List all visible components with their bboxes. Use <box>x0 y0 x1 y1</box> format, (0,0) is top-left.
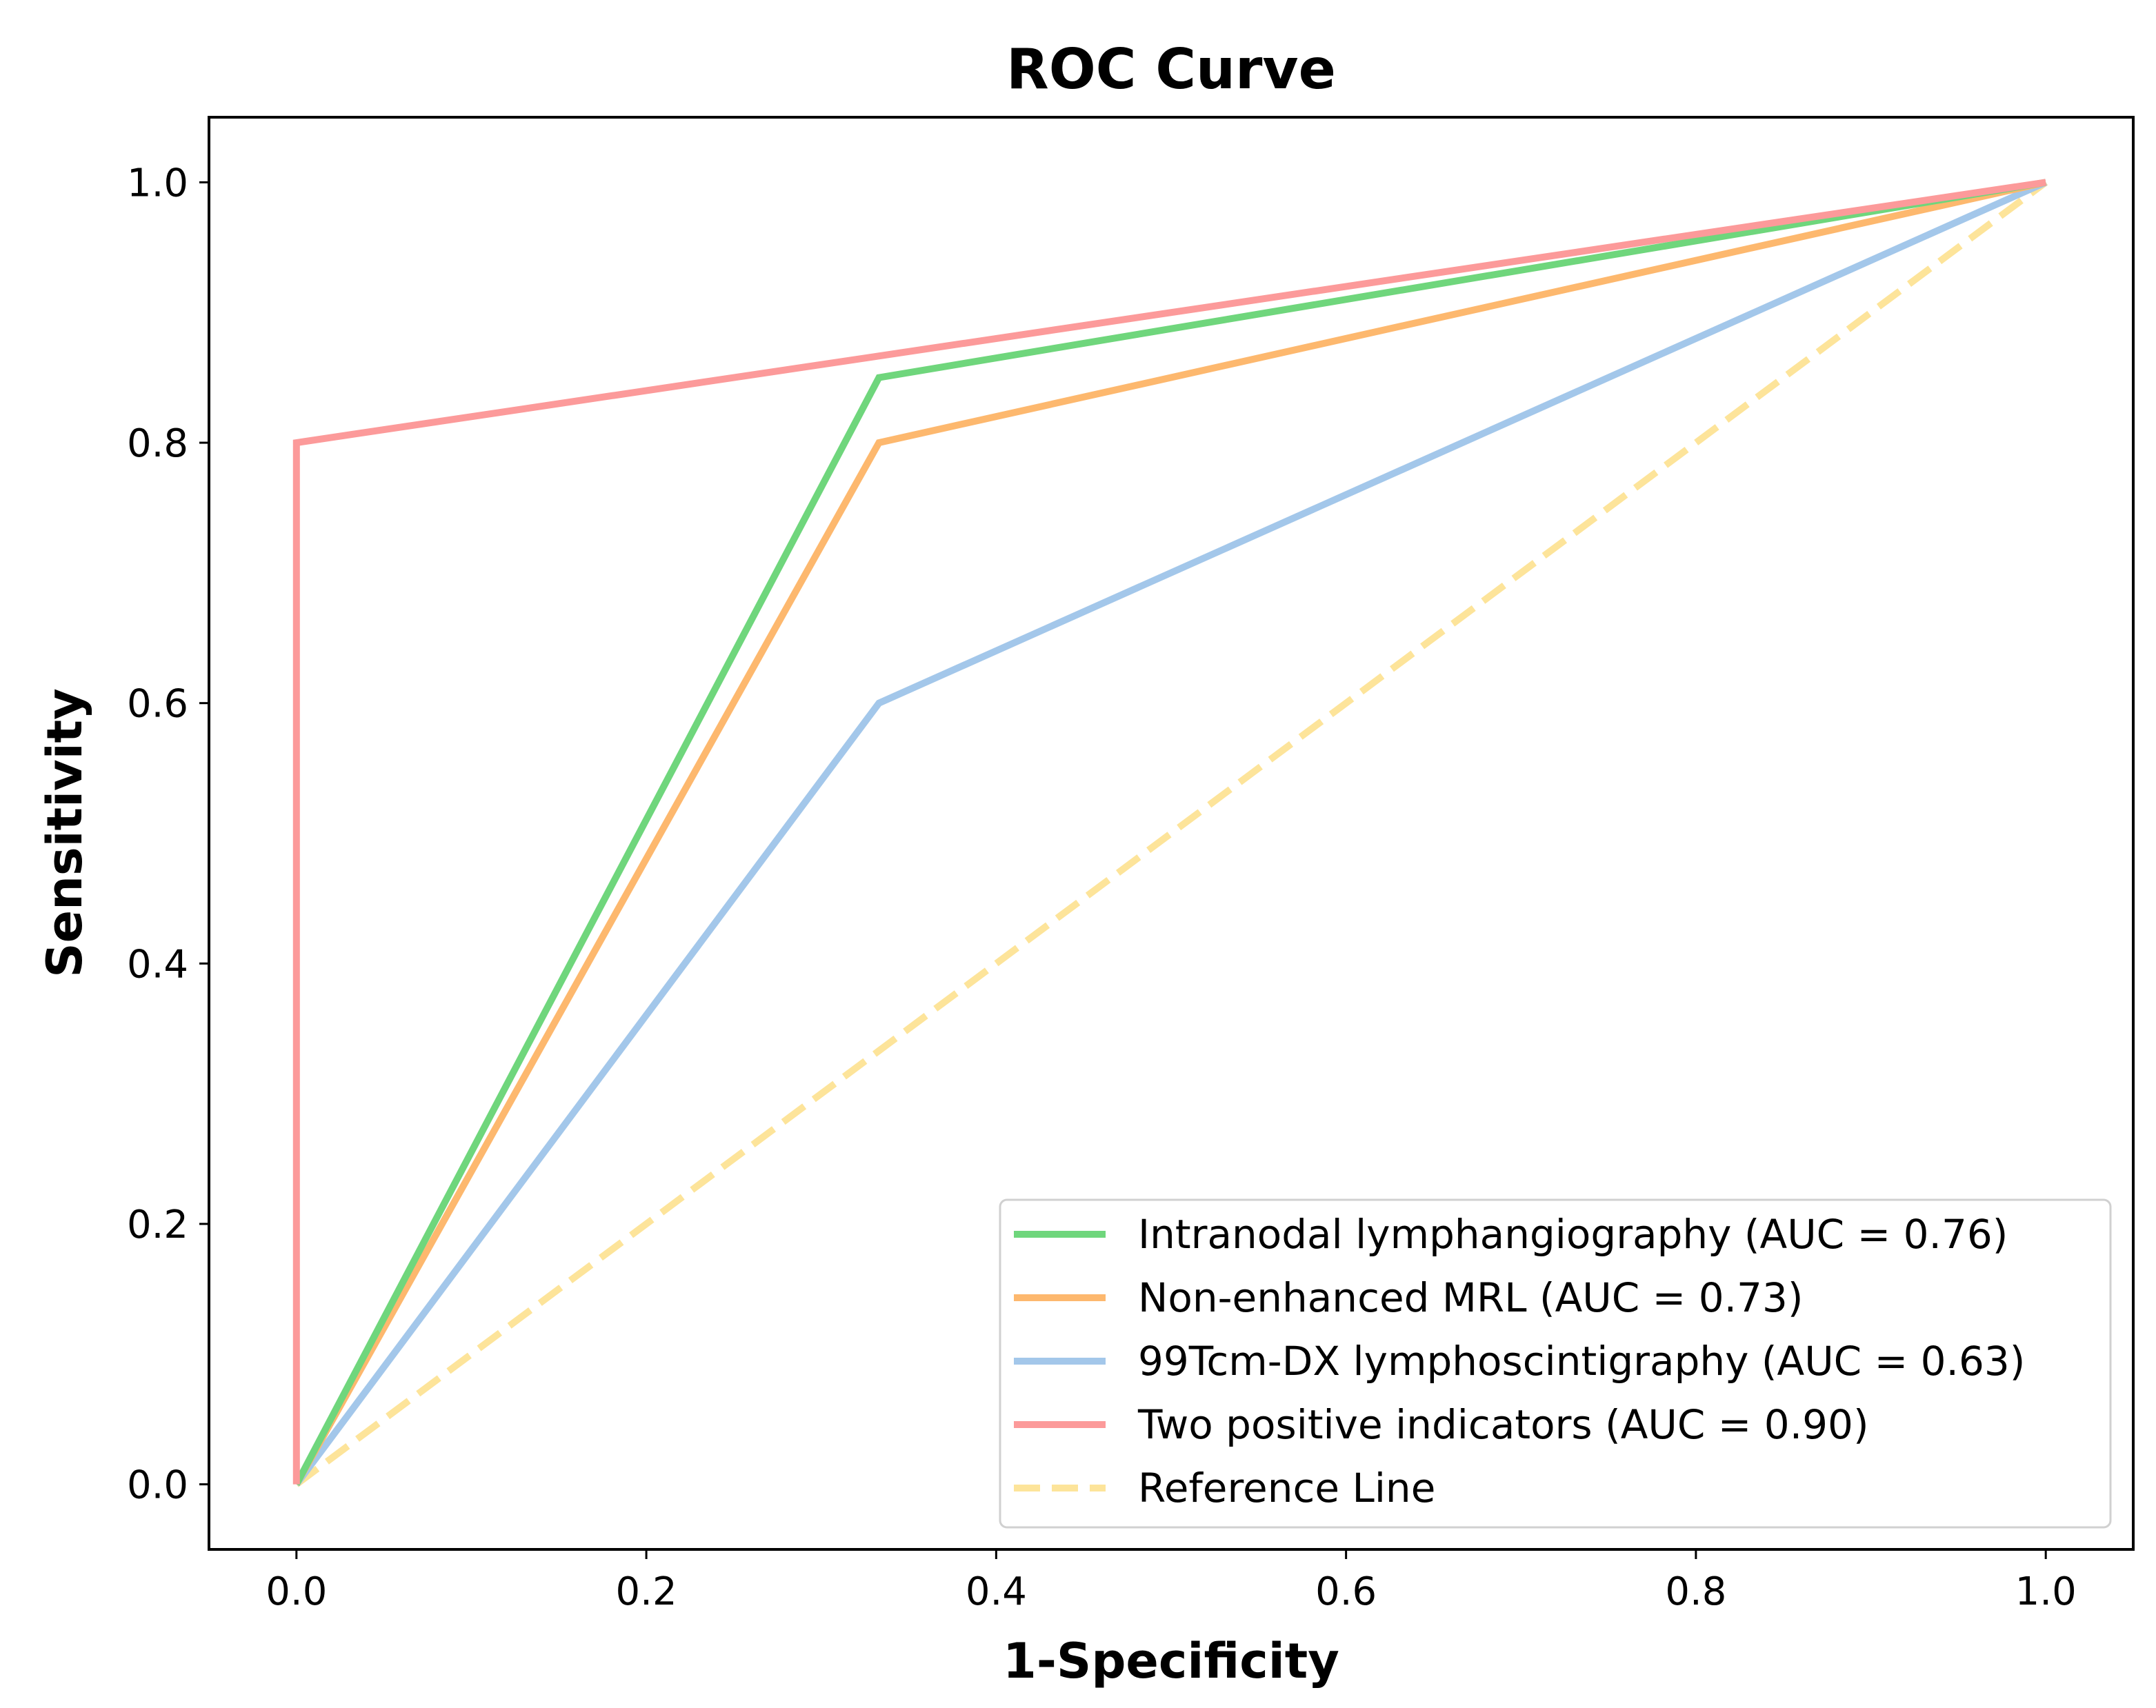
x-tick-label: 1.0 <box>2015 1569 2077 1614</box>
y-tick-label: 1.0 <box>127 161 188 205</box>
x-tick-label: 0.0 <box>266 1569 327 1614</box>
x-axis-ticks: 0.0 0.2 0.4 0.6 0.8 1.0 <box>266 1549 2077 1614</box>
legend-label-2: Non-enhanced MRL (AUC = 0.73) <box>1138 1274 1803 1321</box>
chart-title: ROC Curve <box>1006 37 1336 101</box>
y-tick-label: 0.0 <box>127 1463 188 1508</box>
series-line-4 <box>292 179 2046 1485</box>
legend-label-1: Intranodal lymphangiography (AUC = 0.76) <box>1138 1211 2008 1258</box>
y-tick-label: 0.4 <box>127 942 188 987</box>
y-tick-label: 0.2 <box>127 1203 188 1247</box>
legend: Intranodal lymphangiography (AUC = 0.76)… <box>999 1198 2112 1529</box>
legend-label-5: Reference Line <box>1138 1465 1435 1511</box>
x-tick-label: 0.6 <box>1315 1569 1377 1614</box>
x-tick-label: 0.2 <box>616 1569 677 1614</box>
axes-frame <box>208 116 2135 1551</box>
series-layer <box>292 179 2048 1487</box>
legend-box <box>999 1198 2112 1529</box>
x-tick-label: 0.4 <box>966 1569 1027 1614</box>
series-line-2 <box>293 179 2047 1487</box>
y-axis-label: Sensitivity <box>37 688 93 978</box>
legend-label-3: 99Tcm-DX lymphoscintigraphy (AUC = 0.63) <box>1138 1338 2025 1385</box>
y-tick-label: 0.8 <box>127 421 188 466</box>
series-line-1 <box>293 179 2047 1486</box>
series-line-5 <box>294 179 2048 1487</box>
series-line-3 <box>293 179 2048 1487</box>
x-axis-label: 1-Specificity <box>1003 1633 1339 1689</box>
y-axis-ticks: 0.0 0.2 0.4 0.6 0.8 1.0 <box>127 161 209 1508</box>
legend-label-4: Two positive indicators (AUC = 0.90) <box>1137 1401 1869 1448</box>
x-tick-label: 0.8 <box>1665 1569 1726 1614</box>
y-tick-label: 0.6 <box>127 682 188 727</box>
